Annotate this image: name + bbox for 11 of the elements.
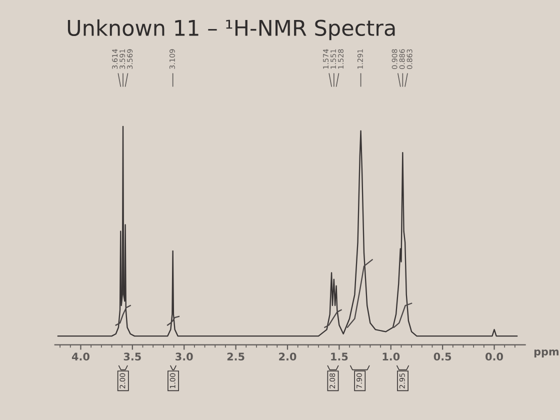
x-tick-label: 2.0	[279, 352, 296, 361]
x-tick-label: 2.5	[227, 352, 244, 361]
x-tick-label: 3.5	[124, 352, 141, 361]
x-tick-label: 4.0	[72, 352, 90, 361]
x-tick-label: 3.0	[176, 352, 193, 361]
chart-title: Unknown 11 – ¹H-NMR Spectra	[68, 19, 395, 40]
x-tick-label: 1.5	[331, 352, 348, 361]
x-tick-label: 0.0	[486, 352, 503, 361]
x-tick-label: 1.0	[382, 352, 400, 361]
x-axis-title: ppm	[534, 350, 559, 358]
x-tick-label: 0.5	[434, 352, 452, 361]
